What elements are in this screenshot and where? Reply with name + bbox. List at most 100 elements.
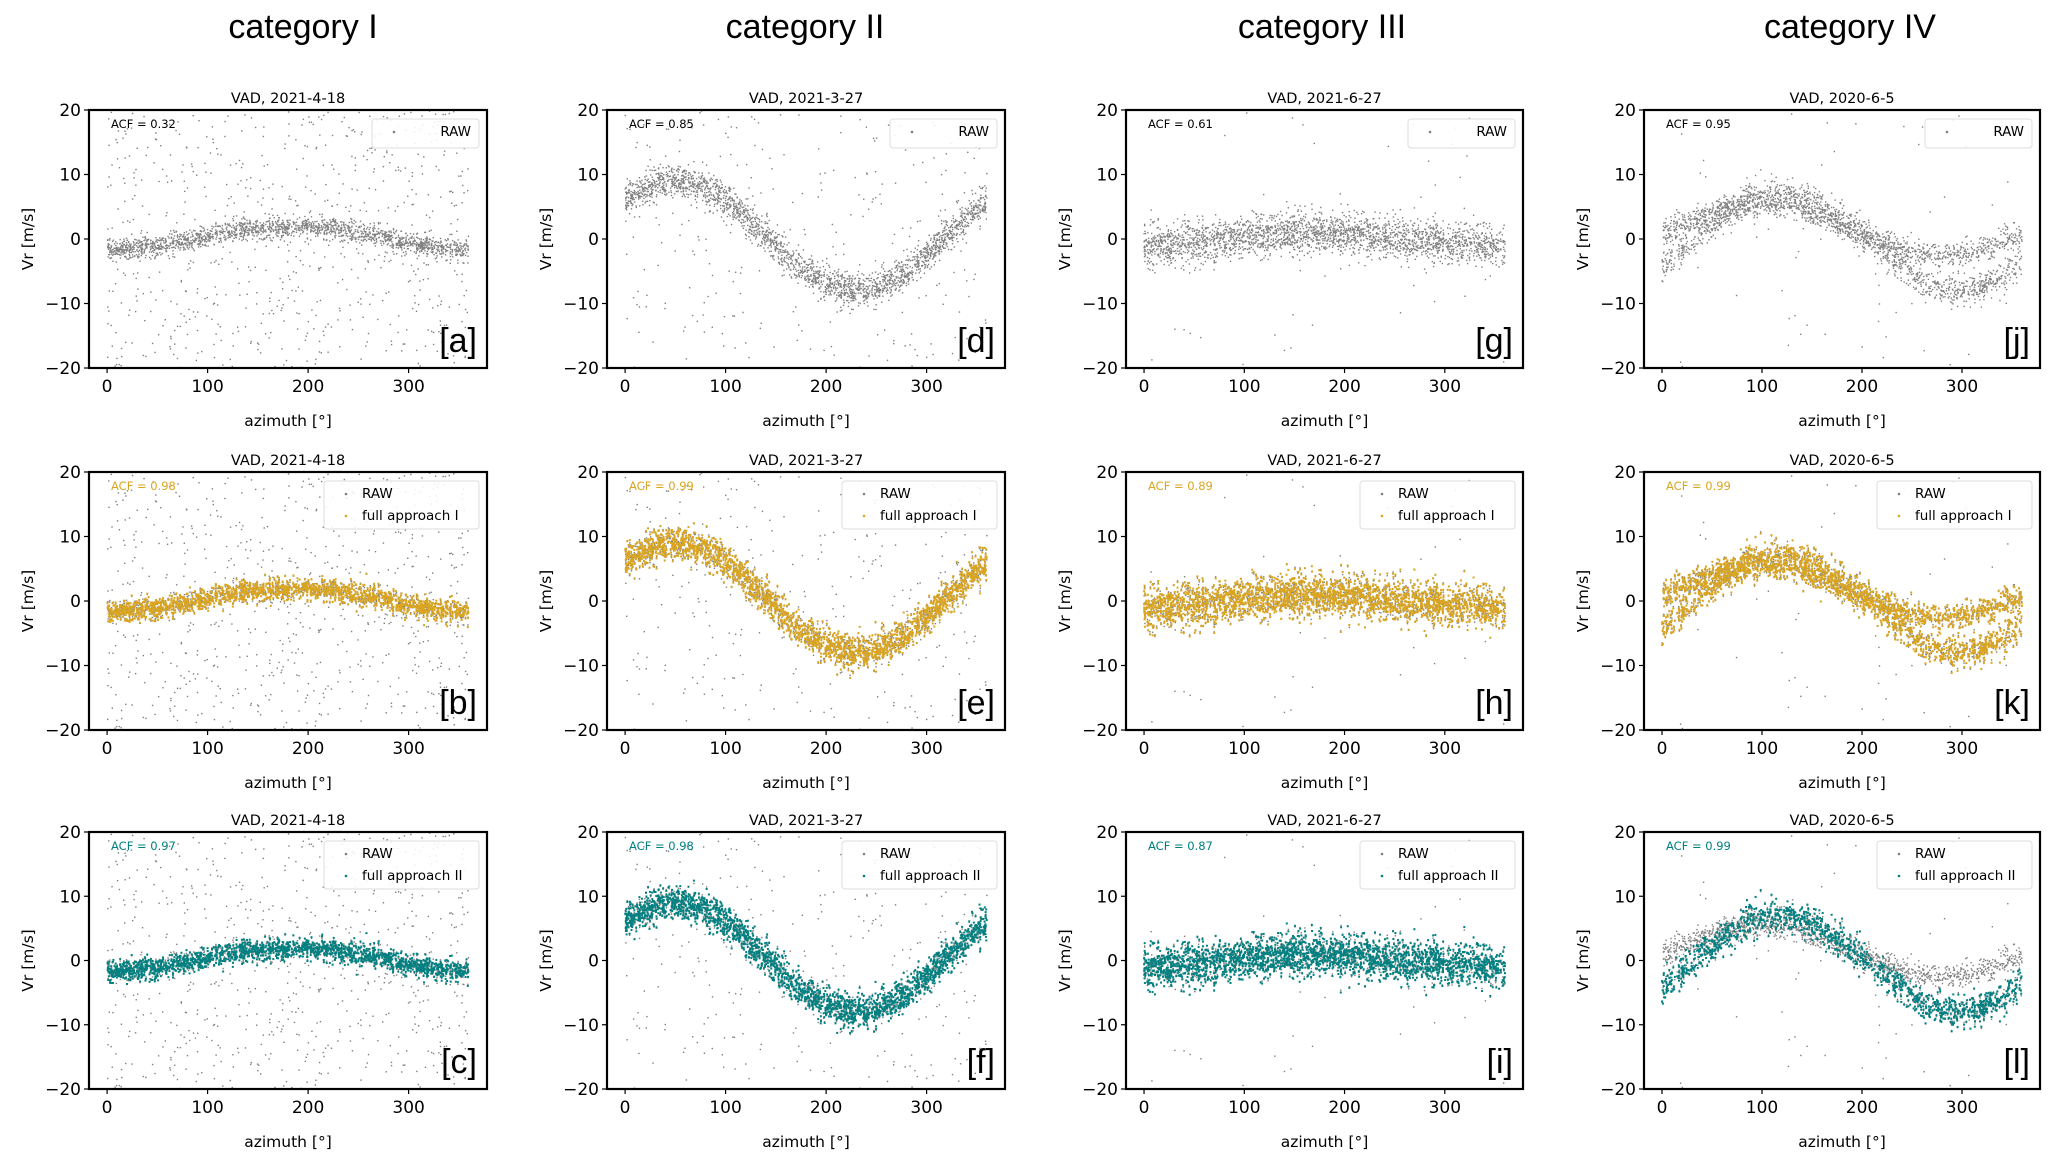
raw-point <box>135 311 136 312</box>
raw-point <box>154 244 155 245</box>
raw-point <box>141 250 142 251</box>
raw-point <box>468 249 469 250</box>
raw-point <box>150 311 151 312</box>
raw-point <box>119 254 120 255</box>
raw-point <box>357 229 358 230</box>
raw-point <box>296 229 297 230</box>
raw-point <box>199 236 200 237</box>
raw-point <box>173 238 174 239</box>
raw-point <box>370 233 371 234</box>
raw-point <box>253 223 254 224</box>
raw-point <box>107 228 108 229</box>
raw-point <box>223 237 224 238</box>
raw-point <box>374 225 375 226</box>
raw-point <box>160 240 161 241</box>
raw-point <box>227 237 228 238</box>
raw-point <box>196 360 197 361</box>
raw-point <box>313 486 314 487</box>
raw-point <box>121 664 122 665</box>
raw-point <box>426 255 427 256</box>
raw-point <box>364 231 365 232</box>
raw-point <box>109 254 110 255</box>
raw-point <box>282 666 283 667</box>
raw-point <box>215 588 216 589</box>
raw-point <box>420 243 421 244</box>
raw-point <box>422 247 423 248</box>
raw-point <box>308 683 309 684</box>
raw-point <box>456 593 457 594</box>
raw-point <box>165 319 166 320</box>
raw-point <box>334 231 335 232</box>
raw-point <box>419 727 420 728</box>
raw-point <box>348 230 349 231</box>
raw-point <box>386 117 387 118</box>
raw-point <box>203 228 204 229</box>
raw-point <box>177 326 178 327</box>
raw-point <box>155 237 156 238</box>
raw-point <box>352 235 353 236</box>
raw-point <box>298 313 299 314</box>
raw-point <box>287 224 288 225</box>
raw-point <box>393 228 394 229</box>
raw-point <box>459 250 460 251</box>
raw-point <box>466 252 467 253</box>
raw-point <box>122 499 123 500</box>
raw-point <box>407 243 408 244</box>
raw-point <box>368 695 369 696</box>
raw-point <box>265 632 266 633</box>
raw-point <box>116 726 117 727</box>
raw-point <box>128 677 129 678</box>
raw-point <box>180 313 181 314</box>
raw-point <box>337 644 338 645</box>
raw-point <box>322 214 323 215</box>
raw-point <box>333 231 334 232</box>
raw-point <box>399 116 400 117</box>
raw-point <box>334 235 335 236</box>
raw-point <box>340 615 341 616</box>
raw-point <box>358 302 359 303</box>
raw-point <box>170 154 171 155</box>
raw-point <box>319 230 320 231</box>
raw-point <box>357 639 358 640</box>
raw-point <box>397 332 398 333</box>
raw-point <box>176 240 177 241</box>
raw-point <box>197 288 198 289</box>
raw-point <box>351 269 352 270</box>
raw-point <box>121 245 122 246</box>
raw-point <box>269 675 270 676</box>
raw-point <box>361 240 362 241</box>
raw-point <box>177 121 178 122</box>
raw-point <box>191 593 192 594</box>
raw-point <box>453 244 454 245</box>
raw-point <box>417 154 418 155</box>
raw-point <box>131 342 132 343</box>
raw-point <box>368 624 369 625</box>
raw-point <box>415 253 416 254</box>
raw-point <box>188 233 189 234</box>
raw-point <box>136 250 137 251</box>
raw-point <box>355 229 356 230</box>
raw-point <box>345 207 346 208</box>
raw-point <box>117 631 118 632</box>
raw-point <box>366 240 367 241</box>
raw-point <box>430 592 431 593</box>
raw-point <box>418 617 419 618</box>
raw-point <box>150 246 151 247</box>
raw-point <box>438 657 439 658</box>
raw-point <box>275 222 276 223</box>
raw-point <box>354 220 355 221</box>
raw-point <box>109 290 110 291</box>
raw-point <box>107 590 108 591</box>
raw-point <box>416 242 417 243</box>
raw-point <box>110 325 111 326</box>
raw-point <box>361 134 362 135</box>
raw-point <box>287 261 288 262</box>
raw-point <box>397 206 398 207</box>
raw-point <box>112 251 113 252</box>
raw-point <box>160 145 161 146</box>
raw-point <box>306 220 307 221</box>
raw-point <box>362 231 363 232</box>
raw-point <box>119 239 120 240</box>
raw-point <box>432 307 433 308</box>
legend: RAW <box>372 119 479 148</box>
